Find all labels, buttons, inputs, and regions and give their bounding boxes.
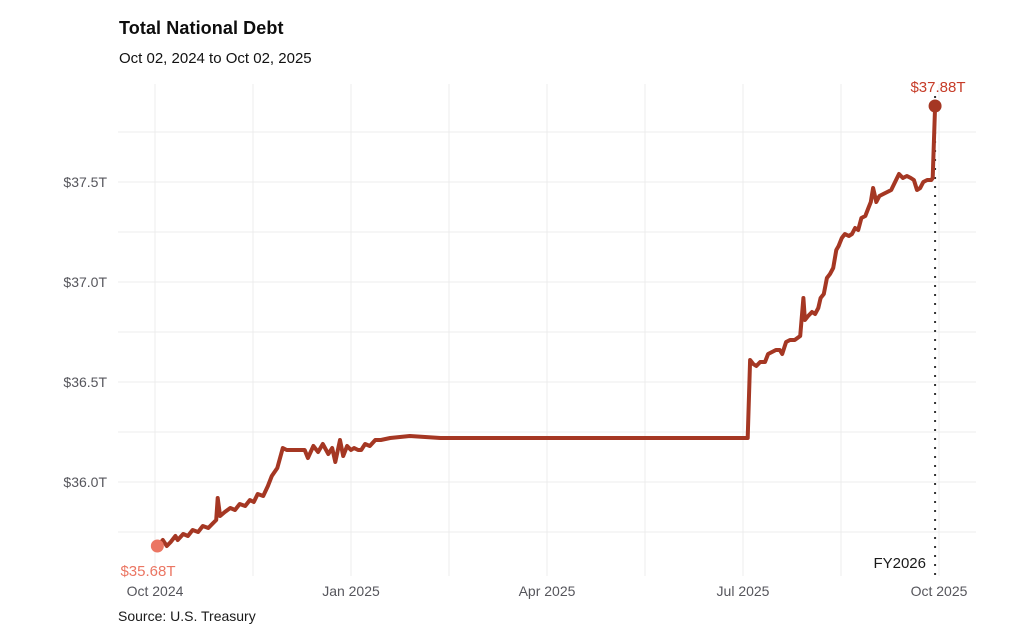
y-tick-label: $36.5T — [63, 374, 107, 390]
end-point-marker — [928, 99, 942, 113]
start-point-marker — [150, 539, 164, 553]
y-tick-label: $36.0T — [63, 474, 107, 490]
x-tick-label: Oct 2024 — [126, 583, 184, 599]
x-tick-label: Oct 2025 — [910, 583, 968, 599]
y-tick-label: $37.0T — [63, 274, 107, 290]
x-tick-label: Jan 2025 — [322, 583, 380, 599]
debt-line-series — [155, 104, 938, 548]
y-tick-label: $37.5T — [63, 174, 107, 190]
x-tick-label: Apr 2025 — [518, 583, 576, 599]
chart-title: Total National Debt — [119, 18, 284, 38]
source-note: Source: U.S. Treasury — [118, 608, 256, 624]
grid-lines — [118, 84, 976, 576]
x-tick-label: Jul 2025 — [716, 583, 770, 599]
end-value-annotation: $37.88T — [910, 79, 966, 96]
chart-subtitle: Oct 02, 2024 to Oct 02, 2025 — [119, 50, 312, 67]
fy2026-label: FY2026 — [873, 555, 926, 572]
start-value-annotation: $35.68T — [120, 563, 176, 580]
